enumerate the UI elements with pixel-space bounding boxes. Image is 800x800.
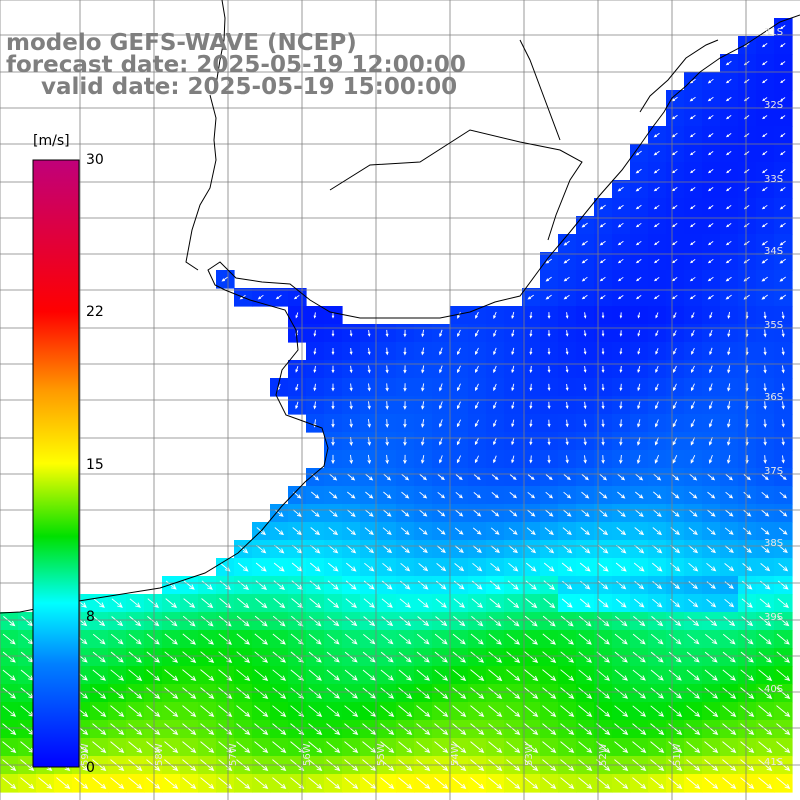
latitude-label: 39S [764,612,783,623]
longitude-label: 53W [524,743,535,766]
latitude-label: 31S [764,27,783,38]
longitude-label: 55W [376,743,387,766]
latitude-label: 35S [764,320,783,331]
inland-boundary [186,95,216,270]
longitude-label: 54W [450,743,461,766]
latitude-label: 32S [764,100,783,111]
colorbar-tick-15: 15 [86,458,104,472]
latitude-label: 34S [764,246,783,257]
latitude-label: 33S [764,174,783,185]
colorbar-tick-30: 30 [86,153,104,167]
longitude-label: 56W [302,743,313,766]
latitude-label: 41S [764,757,783,768]
colorbar-tick-0: 0 [86,761,95,775]
latitude-label: 38S [764,538,783,549]
colorbar [33,160,79,767]
longitude-label: 58W [154,743,165,766]
longitude-label: 52W [598,743,609,766]
inland-boundary [520,40,560,140]
latitude-label: 37S [764,466,783,477]
colorbar-tick-22: 22 [86,305,104,319]
colorbar-tick-8: 8 [86,610,95,624]
inland-boundary [330,130,582,240]
longitude-label: 51W [672,743,683,766]
valid-date: valid date: 2025-05-19 15:00:00 [41,76,457,99]
colorbar-unit: [m/s] [33,133,70,149]
latitude-label: 40S [764,684,783,695]
longitude-label: 57W [228,743,239,766]
latitude-label: 36S [764,392,783,403]
